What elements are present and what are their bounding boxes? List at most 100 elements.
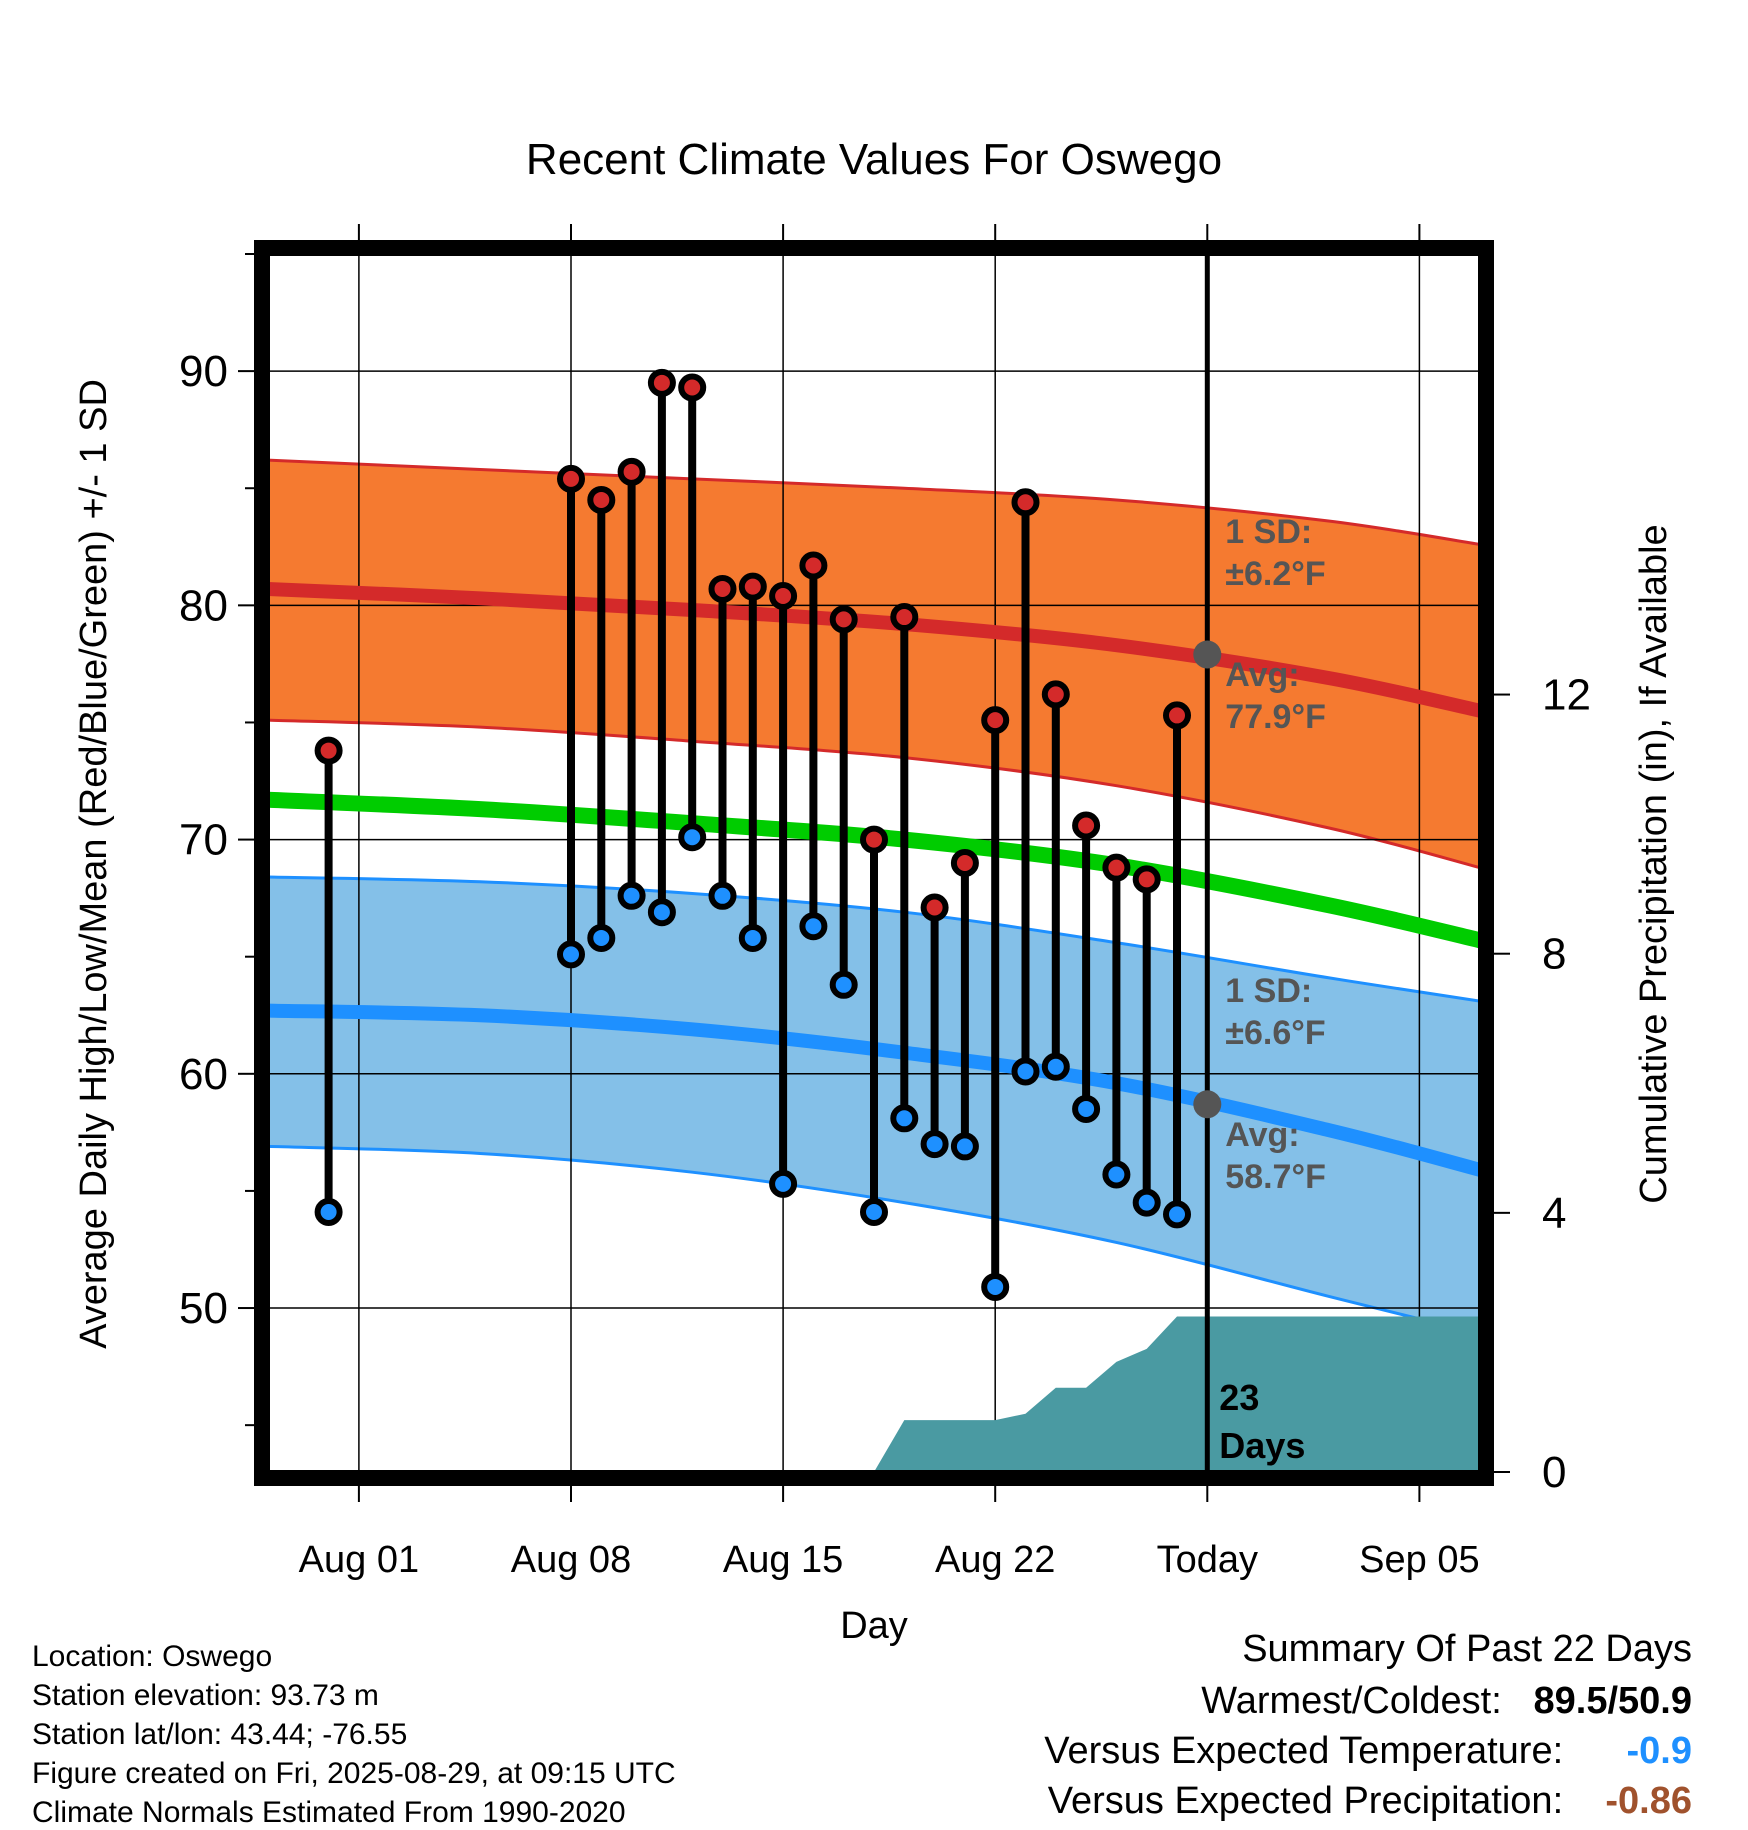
footer-elevation: Station elevation: 93.73 m [32,1679,379,1712]
low-sd-label: 1 SD: [1225,972,1312,1010]
observation-day [799,551,828,941]
observation-day [678,373,707,852]
observation-day [769,581,798,1198]
observation-day [1163,701,1191,1229]
days-count: 23 [1219,1377,1259,1418]
high-point [950,849,979,877]
low-point [860,1198,888,1227]
high-point [829,605,858,634]
low-point [920,1130,949,1159]
x-tick-label: Aug 22 [935,1539,1055,1581]
observation-day [829,605,858,999]
observation-day [1011,488,1040,1086]
footer-normals: Climate Normals Estimated From 1990-2020 [32,1796,626,1829]
low-point [1072,1094,1101,1123]
low-point [769,1169,798,1198]
observation-day [890,603,919,1133]
low-point [1041,1052,1070,1081]
x-tick-label: Aug 01 [299,1539,419,1581]
summary-temp-row: Versus Expected Temperature: -0.9 [1044,1730,1692,1773]
low-point [587,923,616,952]
y2-tick-label: 0 [1542,1448,1566,1497]
observation-day [1072,811,1101,1123]
high-sd-value: ±6.2°F [1225,555,1325,593]
low-sd-value: ±6.6°F [1225,1014,1325,1052]
observation-day [860,825,888,1227]
summary-warmest-label: Warmest/Coldest: [1201,1680,1502,1722]
x-tick-label: Aug 15 [723,1539,843,1581]
x-tick-label: Aug 08 [511,1539,631,1581]
low-point [799,912,828,941]
observation-day [708,574,737,910]
y2-tick-label: 12 [1542,671,1591,720]
high-point [314,736,343,765]
high-point [1011,488,1040,517]
high-upper-edge [268,458,1480,546]
low-point [1163,1200,1191,1229]
observation-day [950,849,979,1161]
high-point [617,457,646,486]
low-point [890,1104,919,1133]
summary-warmest-value: 89.5 [1533,1680,1608,1722]
footer-created: Figure created on Fri, 2025-08-29, at 09… [32,1757,676,1790]
footer-location: Location: Oswego [32,1640,273,1673]
low-point [1132,1188,1161,1217]
x-axis-label: Day [840,1605,908,1647]
precipitation-area [874,1316,1480,1472]
low-point [557,940,585,969]
high-point [647,368,676,397]
y-tick-label: 50 [179,1284,228,1333]
high-point [1072,811,1101,840]
observation-day [617,457,646,910]
high-point [557,464,585,493]
high-point [1041,680,1070,709]
low-point [1102,1160,1131,1189]
high-point [587,485,616,514]
summary-coldest-value: 50.9 [1618,1680,1692,1722]
summary-separator: / [1607,1680,1619,1722]
high-point [1163,701,1191,730]
summary-title: Summary Of Past 22 Days [1242,1628,1692,1670]
high-point [981,706,1010,735]
high-point [708,574,737,603]
observation-day [981,706,1010,1301]
high-point [769,581,798,610]
observation-day [738,572,767,952]
y-tick-label: 70 [179,816,228,865]
high-point [738,572,767,601]
summary-precip-row: Versus Expected Precipitation: -0.86 [1048,1780,1692,1823]
low-point [617,881,646,910]
high-point [920,893,949,922]
low-avg-value: 58.7°F [1225,1158,1326,1196]
y-axis-label: Average Daily High/Low/Mean (Red/Blue/Gr… [73,379,115,1349]
summary-precip-value: -0.86 [1605,1780,1692,1822]
observation-day [1132,865,1161,1217]
y2-axis-label: Cumulative Precipitation (in), If Availa… [1633,524,1675,1203]
low-avg-label: Avg: [1225,1116,1299,1154]
low-point [647,898,676,927]
high-avg-label: Avg: [1225,656,1299,694]
high-point [799,551,828,580]
low-point [708,881,737,910]
high-point [860,825,888,854]
low-lower-edge [268,1144,1480,1336]
y2-tick-label: 4 [1542,1189,1566,1238]
high-sd-label: 1 SD: [1225,513,1312,551]
low-point [829,970,858,999]
low-point [314,1198,343,1227]
low-point [738,923,767,952]
observation-day [587,485,616,952]
y-tick-label: 90 [179,347,228,396]
footer-latlon: Station lat/lon: 43.44; -76.55 [32,1718,408,1751]
observation-day [920,893,949,1159]
summary-temp-value: -0.9 [1626,1730,1692,1772]
summary-warmest-row: Warmest/Coldest: 89.5/50.9 [1201,1680,1692,1723]
low-point [950,1132,979,1161]
x-tick-label: Today [1157,1539,1258,1581]
observation-day [647,368,676,927]
plot-frame [254,240,1494,1486]
observation-day [1102,853,1131,1189]
high-point [890,603,919,632]
high-avg-value: 77.9°F [1225,698,1326,736]
